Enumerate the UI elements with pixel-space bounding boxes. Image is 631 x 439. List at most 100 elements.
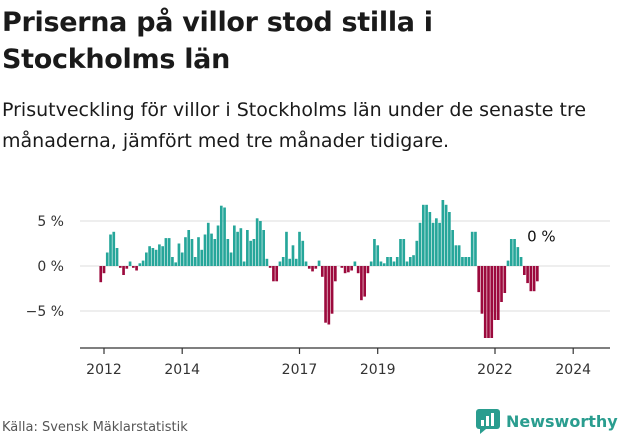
bar <box>366 266 370 274</box>
bar <box>265 258 269 266</box>
bar <box>386 257 389 266</box>
bar <box>174 262 178 266</box>
bar <box>298 231 301 266</box>
bar <box>526 266 529 284</box>
bar <box>307 266 311 269</box>
bar <box>425 204 428 266</box>
bar <box>382 263 386 266</box>
bar <box>529 266 533 292</box>
bar <box>340 266 344 268</box>
bar <box>448 212 451 266</box>
bar <box>115 248 119 266</box>
bar <box>128 261 132 266</box>
bar <box>441 200 445 266</box>
bar <box>428 212 432 266</box>
newsworthy-logo-text: Newsworthy <box>506 411 618 431</box>
bar <box>464 257 468 266</box>
bar <box>158 244 161 266</box>
bar <box>395 257 399 266</box>
bar <box>399 239 402 266</box>
bar <box>138 263 142 266</box>
y-tick-label-1: 0 % <box>37 259 64 275</box>
x-tick-label-0: 2012 <box>86 362 122 378</box>
bar <box>229 252 233 266</box>
bar <box>122 266 125 275</box>
bar <box>190 239 194 266</box>
bar <box>435 218 438 266</box>
bar <box>444 204 448 266</box>
bar <box>216 225 220 266</box>
page-subtitle: Prisutveckling för villor i Stockholms l… <box>2 99 587 152</box>
x-tick-label-5: 2024 <box>555 362 591 378</box>
bar <box>408 257 412 266</box>
bar <box>281 257 285 266</box>
bar <box>125 266 129 269</box>
bar <box>112 231 116 266</box>
x-tick-label-3: 2019 <box>360 362 396 378</box>
bar <box>177 243 181 266</box>
bar <box>454 245 458 266</box>
x-tick-label-2: 2017 <box>282 362 318 378</box>
bar <box>161 246 164 266</box>
bar <box>392 261 396 266</box>
page-title: Priserna på villor stod stilla i Stockho… <box>2 7 433 75</box>
bars-layer <box>99 200 539 338</box>
bar <box>369 261 373 266</box>
bar <box>294 258 298 266</box>
bar <box>360 266 363 301</box>
bar <box>236 231 239 266</box>
bar <box>102 266 106 274</box>
bar <box>304 261 308 266</box>
bar <box>285 231 288 266</box>
bar <box>500 266 503 302</box>
bar-chart: 5 % 0 % −5 % 2012 2014 2017 2019 2022 2024 0 % <box>26 200 610 378</box>
bar <box>213 239 217 266</box>
bar <box>320 266 324 277</box>
bar <box>272 266 275 282</box>
bar <box>105 252 109 266</box>
bar <box>496 266 500 320</box>
bar <box>487 266 490 338</box>
bar <box>311 266 314 272</box>
last-value-label: 0 % <box>527 228 556 246</box>
bar <box>536 266 539 282</box>
source-credit: Källa: Svensk Mäklarstatistik <box>2 420 188 435</box>
bar <box>154 249 158 266</box>
bar <box>242 261 246 266</box>
bar <box>506 260 510 266</box>
x-tick-label-4: 2022 <box>477 362 513 378</box>
bar <box>193 257 197 266</box>
bar <box>503 266 507 293</box>
bar <box>131 266 135 268</box>
bar <box>99 266 103 283</box>
bar <box>379 261 383 266</box>
bar <box>334 266 337 282</box>
bar <box>493 266 497 320</box>
bar <box>376 245 380 266</box>
bar <box>197 237 200 266</box>
bar <box>275 266 279 282</box>
bar <box>180 252 184 266</box>
bar <box>483 266 487 338</box>
bar <box>219 205 223 266</box>
newsworthy-logo[interactable]: Newsworthy <box>475 408 618 434</box>
bar <box>402 239 406 266</box>
bar <box>184 237 187 266</box>
bar <box>405 261 409 266</box>
newsworthy-logo-icon <box>476 409 500 434</box>
bar <box>151 248 155 266</box>
bar <box>259 221 262 266</box>
bar <box>226 239 230 266</box>
bar <box>164 238 168 266</box>
axis-layer: 5 % 0 % −5 % 2012 2014 2017 2019 2022 2024 <box>26 214 610 378</box>
bar <box>467 257 471 266</box>
bar <box>167 238 171 266</box>
bar <box>239 228 243 266</box>
bar <box>291 245 295 266</box>
bar <box>314 266 318 269</box>
bar <box>255 218 259 266</box>
bar <box>522 266 526 275</box>
bar <box>513 239 516 266</box>
bar <box>268 266 272 268</box>
bar <box>288 258 292 266</box>
